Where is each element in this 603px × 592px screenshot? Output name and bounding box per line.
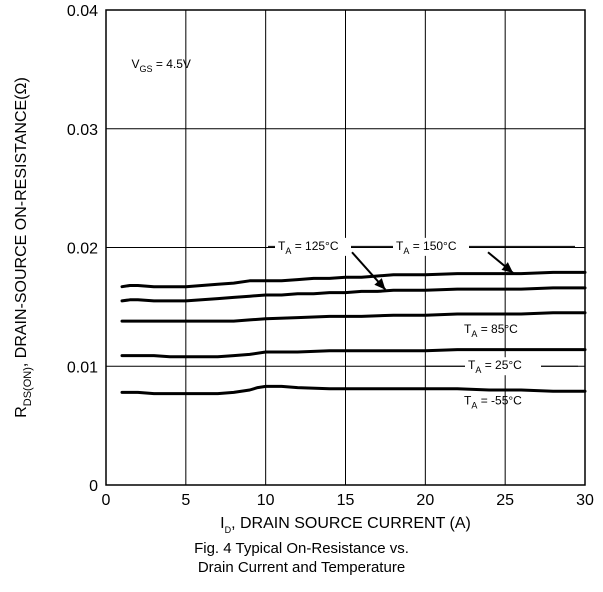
label-85c: TA = 85°C bbox=[464, 322, 518, 339]
series-line-minus55c bbox=[120, 384, 587, 396]
label-25c: TA = 25°C bbox=[468, 358, 522, 375]
series-line-25c bbox=[120, 348, 587, 359]
series-line-150c bbox=[120, 270, 587, 289]
y-tick-label: 0.01 bbox=[67, 359, 98, 376]
x-tick-label: 20 bbox=[416, 492, 434, 509]
annotations: TA = 125°C TA = 150°C TA = 85°C TA = 25°C TA… bbox=[268, 237, 578, 410]
y-axis-label: RDS(ON), DRAIN-SOURCE ON-RESISTANCE(Ω) bbox=[13, 77, 34, 418]
x-tick-label: 25 bbox=[496, 492, 514, 509]
label-minus55c: TA = -55°C bbox=[464, 393, 522, 410]
y-tick-label: 0.03 bbox=[67, 122, 98, 139]
y-tick-label: 0.04 bbox=[67, 3, 98, 20]
x-axis-label: ID, DRAIN SOURCE CURRENT (A) bbox=[220, 515, 471, 535]
x-tick-label: 15 bbox=[337, 492, 355, 509]
arrow-125c-head bbox=[374, 278, 386, 290]
condition-label: VGS = 4.5V bbox=[132, 57, 191, 74]
label-125c: TA = 125°C bbox=[278, 239, 339, 256]
figure-caption-line-1: Fig. 4 Typical On-Resistance vs. bbox=[194, 540, 409, 557]
y-tick-label: 0 bbox=[89, 478, 98, 495]
figure-caption-line-2: Drain Current and Temperature bbox=[197, 559, 406, 576]
series-line-85c bbox=[120, 311, 587, 323]
label-150c: TA = 150°C bbox=[396, 239, 457, 256]
label-150c-bg bbox=[393, 237, 469, 256]
plot-frame bbox=[105, 9, 586, 486]
arrow-150c-head bbox=[501, 262, 514, 274]
x-tick-label: 30 bbox=[576, 492, 594, 509]
label-25c-bg bbox=[465, 357, 541, 376]
x-tick-label: 5 bbox=[181, 492, 190, 509]
x-tick-label: 10 bbox=[257, 492, 275, 509]
y-tick-label: 0.02 bbox=[67, 241, 98, 258]
tick-labels: 0 5 10 15 20 25 30 0 0.01 0.02 0.03 0.04 bbox=[67, 3, 594, 509]
x-tick-label: 0 bbox=[102, 492, 111, 509]
series-lines bbox=[120, 270, 587, 396]
label-125c-bg bbox=[275, 237, 351, 256]
series-line-125c bbox=[120, 286, 587, 303]
